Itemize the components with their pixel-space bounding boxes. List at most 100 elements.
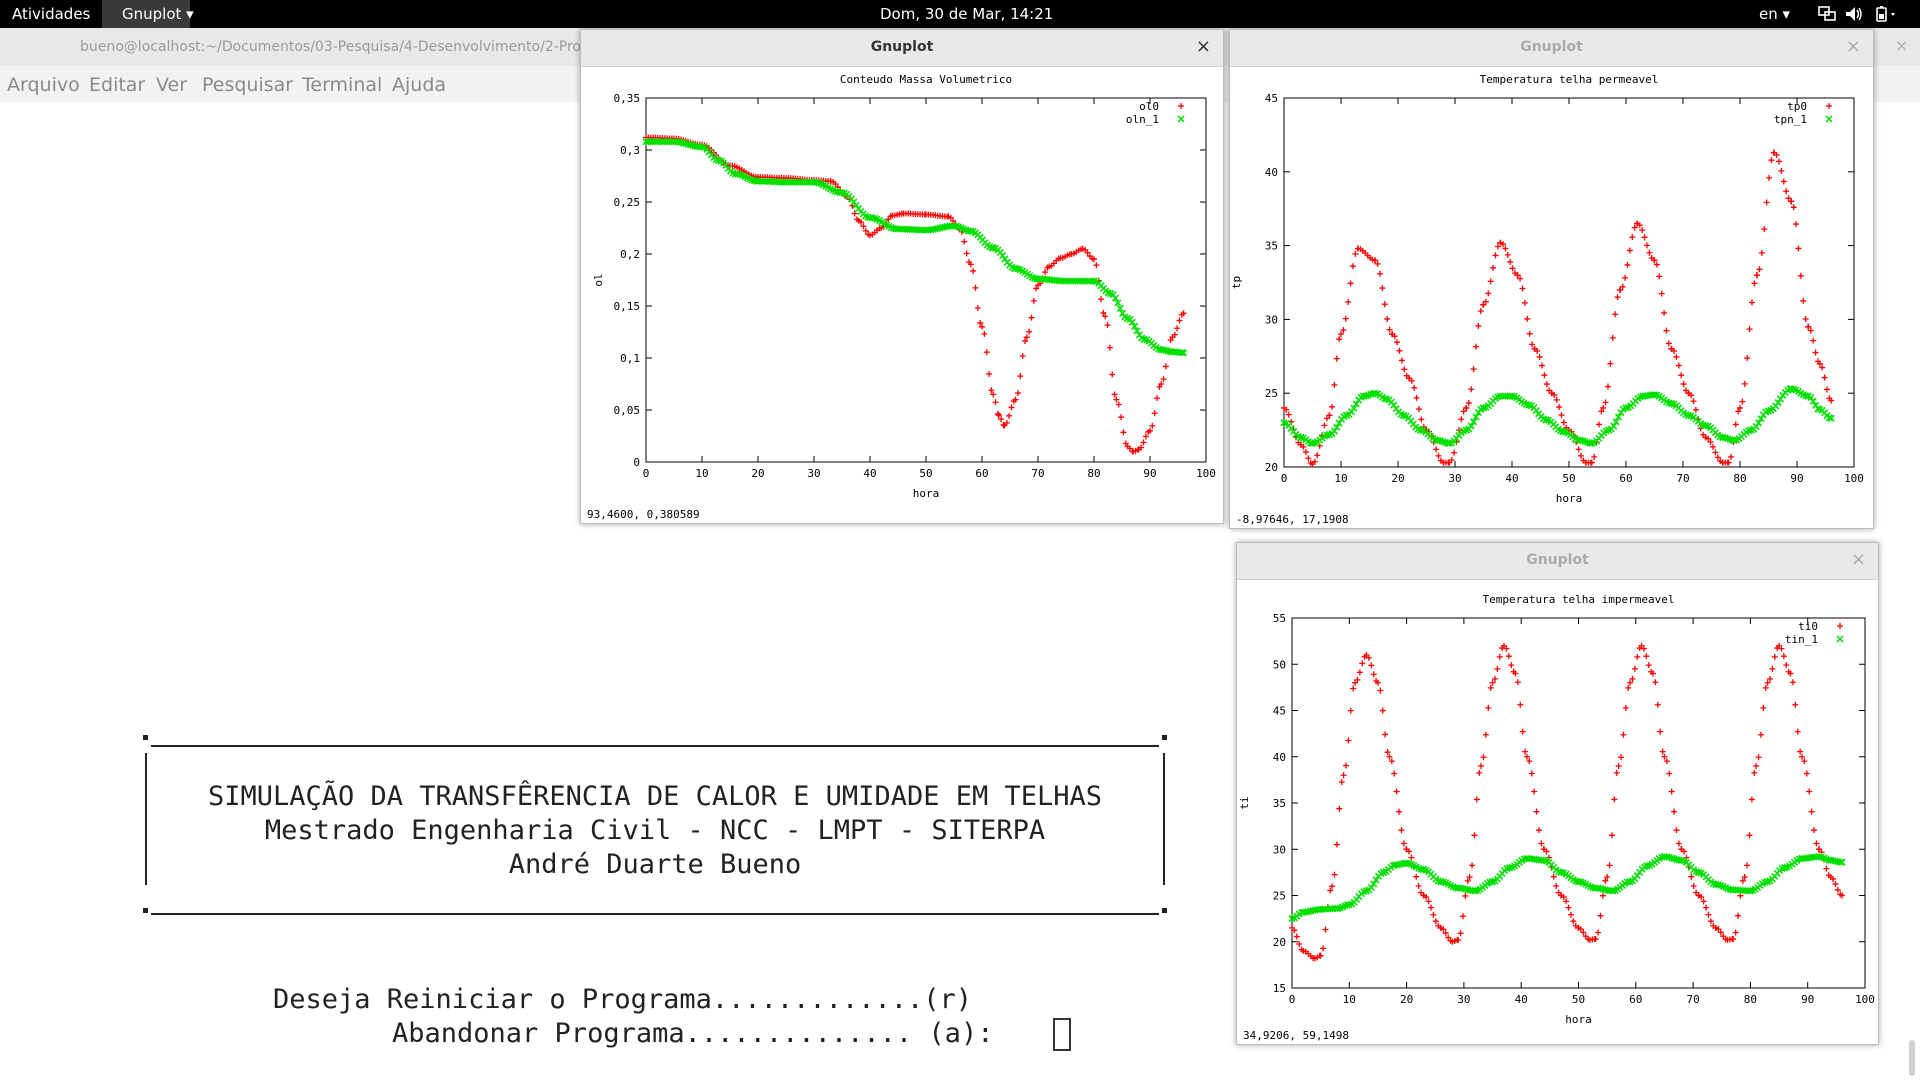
volume-icon[interactable]	[1845, 6, 1863, 22]
data-point	[1698, 894, 1705, 901]
data-point	[1413, 873, 1420, 880]
data-point	[1807, 327, 1814, 334]
gnuplot-title: Gnuplot	[1520, 39, 1583, 55]
terminal-scrollbar[interactable]	[1909, 1040, 1915, 1076]
gnuplot-titlebar[interactable]: Gnuplot ×	[581, 30, 1223, 67]
data-point	[1617, 286, 1624, 293]
data-point	[1149, 422, 1156, 429]
data-point	[1813, 840, 1820, 847]
data-point	[1388, 758, 1395, 765]
data-point	[1147, 427, 1153, 434]
y-tick-label: 55	[1273, 612, 1286, 625]
data-point	[1333, 423, 1341, 431]
data-point	[1472, 413, 1480, 421]
data-point	[1809, 397, 1817, 405]
menu-ver[interactable]: Ver	[156, 74, 188, 96]
data-point	[1390, 401, 1398, 409]
data-point	[1365, 654, 1372, 661]
data-point	[1805, 323, 1812, 330]
network-icon[interactable]	[1818, 6, 1836, 22]
data-point	[1496, 653, 1503, 660]
gnuplot-window-tp[interactable]: Gnuplot × Temperatura telha permeavel 0 10…	[1229, 29, 1874, 529]
x-tick-label: 30	[1457, 993, 1470, 1006]
gnuplot-window-ti[interactable]: Gnuplot × Temperatura telha impermeavel 0…	[1236, 542, 1879, 1045]
x-tick-label: 60	[975, 467, 988, 480]
chart-tp[interactable]: Temperatura telha permeavel 0 10 20 30 40 50 60…	[1230, 66, 1875, 510]
menu-ajuda[interactable]: Ajuda	[392, 74, 447, 96]
data-point	[1607, 360, 1614, 367]
data-point	[1162, 363, 1169, 370]
data-point	[1028, 314, 1035, 321]
data-point	[1732, 421, 1739, 428]
data-point	[1613, 769, 1620, 776]
activities-button[interactable]: Atividades	[12, 5, 91, 23]
data-point	[1752, 423, 1760, 431]
data-point	[1783, 662, 1790, 669]
data-point	[1347, 408, 1356, 416]
data-point	[1347, 707, 1354, 714]
data-point	[1519, 728, 1526, 735]
chart-ti[interactable]: Temperatura telha impermeavel 0 10 20 30 40 50…	[1237, 579, 1880, 1026]
y-tick-label: 0,3	[620, 144, 640, 157]
banner-line-1: SIMULAÇÃO DA TRANSFÊRENCIA DE CALOR E UM…	[207, 781, 1103, 812]
data-point	[1321, 422, 1328, 429]
data-point	[1787, 670, 1794, 677]
gnuplot-titlebar[interactable]: Gnuplot ×	[1237, 543, 1878, 580]
data-point	[1560, 419, 1567, 426]
terminal-close-icon[interactable]: ×	[1895, 36, 1909, 55]
menu-editar[interactable]: Editar	[89, 74, 146, 96]
gnuplot-close-icon[interactable]: ×	[1195, 36, 1211, 57]
data-point	[1715, 926, 1722, 933]
data-point	[1368, 662, 1375, 669]
data-point	[1746, 326, 1753, 333]
data-point	[1624, 261, 1631, 268]
gnuplot-titlebar[interactable]: Gnuplot ×	[1230, 30, 1873, 67]
data-point	[1577, 926, 1584, 933]
data-point	[1466, 874, 1473, 880]
data-point	[1026, 328, 1033, 335]
y-tick-label: 45	[1265, 92, 1278, 105]
data-point	[1732, 929, 1739, 936]
x-tick-label: 0	[643, 467, 650, 480]
data-point	[1394, 339, 1401, 346]
data-point	[1668, 788, 1675, 795]
x-tick-label: 70	[1686, 993, 1699, 1006]
data-point	[1350, 404, 1358, 412]
language-selector[interactable]: en ▾	[1759, 5, 1791, 23]
clock[interactable]: Dom, 30 de Mar, 14:21	[880, 5, 1054, 23]
power-menu-icon[interactable]	[1875, 5, 1901, 23]
banner-corner	[1162, 908, 1167, 913]
data-point	[1611, 796, 1618, 803]
data-point	[1379, 285, 1386, 292]
program-banner: SIMULAÇÃO DA TRANSFÊRENCIA DE CALOR E UM…	[143, 735, 1167, 915]
menu-pesquisar[interactable]: Pesquisar	[202, 74, 294, 96]
data-point	[967, 227, 975, 235]
data-point	[1839, 892, 1846, 899]
data-point	[1376, 270, 1383, 277]
data-point	[1151, 410, 1158, 417]
banner-line-2: Mestrado Engenharia Civil - NCC - LMPT -…	[264, 815, 1046, 846]
data-point	[1688, 873, 1695, 880]
banner-border-bottom	[151, 913, 1159, 915]
app-menu-button[interactable]: Gnuplot ▾	[122, 5, 194, 23]
data-point	[1810, 337, 1817, 344]
data-point	[1345, 737, 1352, 744]
gnuplot-close-icon[interactable]: ×	[1850, 549, 1866, 570]
data-point	[1755, 754, 1762, 761]
chart-ol[interactable]: Conteudo Massa Volumetrico 0 10 20 30 40 50 60 7…	[581, 66, 1225, 506]
data-point	[1349, 263, 1356, 270]
data-point	[1756, 266, 1763, 273]
data-point	[1333, 841, 1340, 848]
menu-terminal[interactable]: Terminal	[302, 74, 383, 96]
data-point	[1707, 918, 1714, 925]
menu-arquivo[interactable]: Arquivo	[7, 74, 80, 96]
data-point	[1042, 269, 1049, 276]
data-point	[1556, 404, 1563, 411]
data-point	[1604, 874, 1611, 880]
data-point	[1543, 848, 1550, 855]
gnuplot-close-icon[interactable]: ×	[1845, 36, 1861, 57]
data-point	[1514, 272, 1521, 279]
text-cursor[interactable]	[1053, 1018, 1071, 1051]
gnuplot-window-ol[interactable]: Gnuplot × Conteudo Massa Volumetrico 0 10 2…	[580, 29, 1224, 524]
data-point	[977, 319, 984, 326]
